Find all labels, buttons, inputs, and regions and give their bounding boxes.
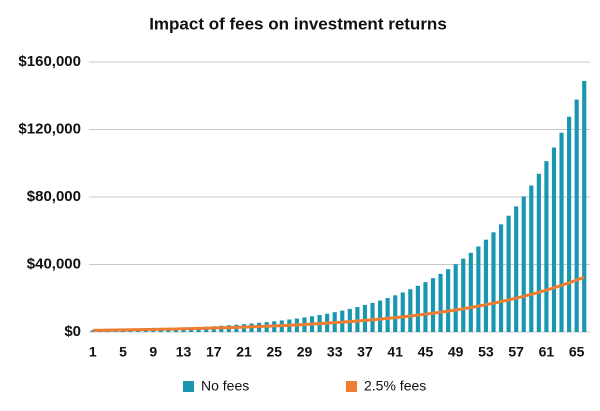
bar — [514, 206, 519, 332]
bar — [574, 99, 579, 332]
bar — [491, 232, 496, 332]
x-tick-label: 41 — [387, 344, 403, 360]
x-tick-label: 5 — [119, 344, 127, 360]
legend-label: 2.5% fees — [364, 378, 426, 394]
bar — [378, 300, 383, 332]
line — [92, 275, 585, 332]
bar — [453, 264, 458, 332]
x-tick-label: 21 — [236, 344, 252, 360]
bar — [476, 246, 481, 332]
legend-label: No fees — [201, 378, 249, 394]
bar — [529, 185, 534, 332]
bar — [393, 295, 398, 332]
y-tick-label: $80,000 — [27, 188, 81, 205]
y-tick-label: $120,000 — [18, 120, 81, 137]
x-tick-label: 17 — [206, 344, 222, 360]
x-tick-label: 57 — [508, 344, 524, 360]
x-tick-label: 45 — [418, 344, 434, 360]
x-tick-label: 61 — [539, 344, 555, 360]
bar — [430, 278, 436, 332]
bar — [362, 305, 368, 332]
bar — [498, 224, 504, 332]
bar — [90, 330, 95, 332]
chart-title: Impact of fees on investment returns — [149, 14, 447, 33]
bar — [408, 289, 413, 332]
y-tick-label: $0 — [64, 323, 81, 340]
y-tick-label: $40,000 — [27, 255, 81, 272]
y-tick-label: $160,000 — [18, 53, 81, 70]
legend-swatch — [346, 381, 357, 392]
bar — [582, 80, 587, 332]
x-tick-label: 1 — [89, 344, 97, 360]
bar — [483, 239, 489, 332]
x-tick-label: 29 — [297, 344, 313, 360]
x-tick-label: 9 — [149, 344, 157, 360]
bar — [385, 298, 390, 332]
bar — [544, 161, 549, 332]
bar — [551, 147, 557, 332]
x-tick-label: 33 — [327, 344, 343, 360]
bar — [567, 116, 572, 333]
bar — [423, 282, 428, 332]
bar — [438, 273, 443, 332]
bar — [468, 252, 473, 332]
x-tick-label: 25 — [266, 344, 282, 360]
bar — [461, 258, 466, 332]
bar — [559, 132, 564, 332]
bar — [415, 285, 420, 332]
bar — [370, 302, 375, 332]
bar — [536, 173, 541, 332]
bar — [521, 196, 526, 332]
bar — [446, 269, 451, 332]
x-tick-label: 37 — [357, 344, 373, 360]
x-tick-label: 49 — [448, 344, 464, 360]
bar — [506, 215, 511, 332]
x-tick-label: 13 — [176, 344, 192, 360]
x-tick-label: 65 — [569, 344, 585, 360]
legend-swatch — [183, 381, 194, 392]
bar — [400, 292, 405, 332]
x-tick-label: 53 — [478, 344, 494, 360]
